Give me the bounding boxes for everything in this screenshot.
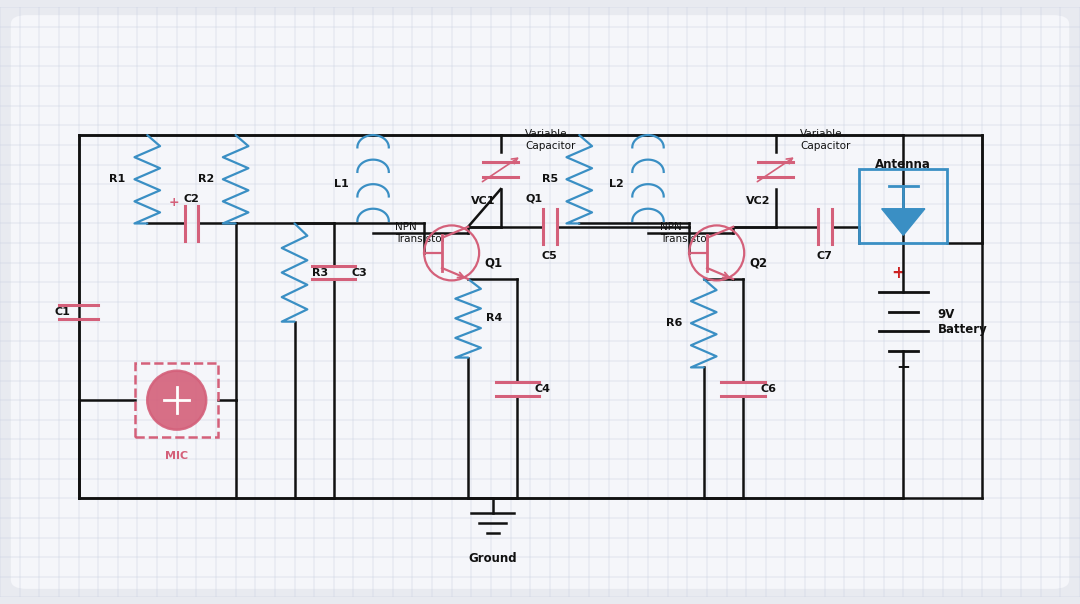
Text: C3: C3 xyxy=(351,268,367,278)
Text: R4: R4 xyxy=(486,313,502,323)
Text: R3: R3 xyxy=(312,268,328,278)
Text: C2: C2 xyxy=(184,194,200,204)
Text: Q1: Q1 xyxy=(525,194,542,204)
Text: L2: L2 xyxy=(609,179,623,189)
Text: MIC: MIC xyxy=(165,451,188,461)
Text: R6: R6 xyxy=(665,318,683,328)
Text: C1: C1 xyxy=(55,307,70,317)
Text: Ground: Ground xyxy=(469,553,517,565)
Text: C5: C5 xyxy=(542,251,557,262)
Text: L1: L1 xyxy=(334,179,349,189)
Text: Q1: Q1 xyxy=(484,256,502,269)
Text: NPN
Transistor: NPN Transistor xyxy=(660,222,711,244)
Text: C6: C6 xyxy=(760,384,777,394)
Polygon shape xyxy=(881,209,924,235)
Text: VC1: VC1 xyxy=(471,196,496,206)
Text: VC2: VC2 xyxy=(746,196,771,206)
Text: +: + xyxy=(168,196,179,209)
Circle shape xyxy=(147,371,206,429)
Text: +: + xyxy=(891,263,905,281)
Text: C7: C7 xyxy=(816,251,833,262)
Text: −: − xyxy=(896,357,910,375)
Text: NPN
Transistor: NPN Transistor xyxy=(394,222,446,244)
Text: Q2: Q2 xyxy=(750,256,767,269)
Text: 9V
Battery: 9V Battery xyxy=(937,307,987,336)
Text: Variable
Capacitor: Variable Capacitor xyxy=(800,129,851,151)
Text: R2: R2 xyxy=(198,175,214,184)
Text: C4: C4 xyxy=(535,384,551,394)
Text: R1: R1 xyxy=(109,175,125,184)
Text: R5: R5 xyxy=(541,175,557,184)
Text: Variable
Capacitor: Variable Capacitor xyxy=(525,129,576,151)
Text: Antenna: Antenna xyxy=(875,158,931,171)
